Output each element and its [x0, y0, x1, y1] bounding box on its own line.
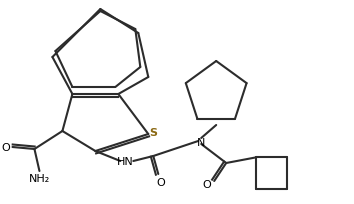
Text: O: O — [156, 177, 165, 187]
Text: O: O — [203, 179, 212, 189]
Text: N: N — [197, 137, 205, 147]
Text: HN: HN — [117, 156, 134, 166]
Text: S: S — [149, 127, 157, 137]
Text: NH₂: NH₂ — [29, 173, 50, 183]
Text: O: O — [1, 142, 10, 152]
